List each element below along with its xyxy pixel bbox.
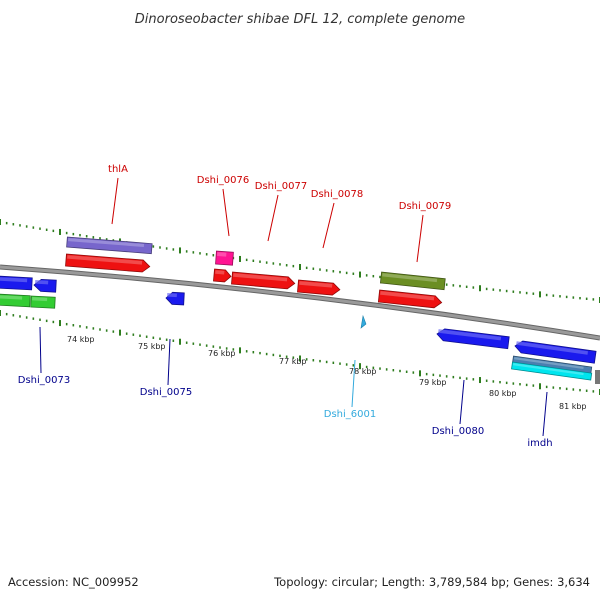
backbone-line: [0, 265, 600, 340]
leader-dshi-0079: [416, 214, 424, 263]
dshi-0080-reverse-arrow-highlight: [438, 329, 502, 341]
dshi-0076-cds-arrow-highlight: [215, 270, 225, 275]
leader-imdh: [542, 391, 548, 437]
imdh-steel-bar-highlight: [514, 357, 584, 369]
leader-dshi-0078: [322, 202, 335, 249]
dshi-0079-cds-arrow-highlight: [380, 291, 435, 301]
dshi-0073-gene-bar: [30, 295, 56, 309]
accession-text: Accession: NC_009952: [8, 575, 139, 589]
label-dshi-0078: Dshi_0078: [311, 189, 363, 200]
leader-dshi-0073: [39, 326, 42, 374]
backbone-segment: [595, 370, 600, 384]
label-thla: thlA: [108, 164, 128, 175]
left-edge-reverse-arrow: [0, 275, 33, 291]
label-leaders: [39, 177, 548, 437]
thlA-operon-bar-highlight: [68, 238, 145, 248]
leader-dshi-0080: [459, 379, 465, 425]
imdh-cyan-bar: [511, 361, 593, 381]
genome-backbone: [0, 264, 600, 384]
dshi-0079-cds-arrow: [377, 289, 443, 309]
label-dshi-0076: Dshi_0076: [197, 175, 249, 186]
dshi-0073-gene-bar-highlight: [32, 297, 48, 302]
feature-labels: thlA Dshi_0076 Dshi_0077 Dshi_0078 Dshi_0079…: [18, 164, 553, 449]
dshi-0076-rna-box: [215, 250, 234, 266]
thlA-cds-arrow: [65, 253, 151, 273]
scale-labels: 74 kbp 75 kbp 76 kbp 77 kbp 78 kbp 79 kbp 80 k…: [67, 335, 587, 411]
scale-label-0: 74 kbp: [67, 335, 95, 344]
dshi-0073-reverse-arrow-highlight: [35, 280, 49, 285]
leader-thla: [111, 177, 119, 225]
imdh-cyan-bar-highlight: [513, 363, 584, 376]
dshi-0077-cds-arrow: [231, 271, 296, 290]
map-title: Dinoroseobacter shibae DFL 12, complete …: [135, 12, 465, 27]
dshi-0078-cds-arrow-highlight: [299, 281, 333, 288]
left-edge-gene-bar-highlight: [0, 295, 23, 300]
imdh-reverse-arrow: [514, 340, 597, 364]
leader-dshi-0075: [167, 338, 171, 386]
imdh-reverse-arrow-highlight: [516, 341, 588, 355]
left-edge-reverse-arrow-highlight: [0, 277, 28, 283]
label-imdh: imdh: [527, 438, 552, 449]
genome-summary-text: Topology: circular; Length: 3,789,584 bp…: [273, 575, 590, 589]
scale-label-5: 79 kbp: [419, 378, 447, 387]
dshi-0075-reverse-arrow-highlight: [167, 293, 177, 298]
scale-label-1: 75 kbp: [138, 342, 166, 351]
dshi-0079-misc-bar: [379, 271, 446, 291]
label-dshi-0079: Dshi_0079: [399, 201, 451, 212]
scale-label-2: 76 kbp: [208, 349, 236, 358]
leader-dshi-0076: [222, 188, 230, 237]
leader-dshi-6001: [351, 359, 356, 408]
dshi-0079-misc-bar-highlight: [382, 273, 438, 283]
features-layer: [0, 236, 597, 381]
label-dshi-0075: Dshi_0075: [140, 387, 192, 398]
dshi-0075-reverse-arrow: [165, 291, 185, 306]
thlA-cds-arrow-highlight: [67, 255, 143, 265]
dshi-0073-reverse-arrow: [33, 278, 57, 293]
label-dshi-0073: Dshi_0073: [18, 375, 70, 386]
dshi-6001-rna-marker: [360, 314, 367, 329]
scale-label-7: 81 kbp: [559, 402, 587, 411]
label-dshi-6001: Dshi_6001: [324, 409, 376, 420]
label-dshi-0080: Dshi_0080: [432, 426, 484, 437]
dshi-0080-reverse-arrow: [436, 328, 510, 350]
scale-label-6: 80 kbp: [489, 389, 517, 398]
dshi-0077-cds-arrow-highlight: [233, 273, 288, 282]
scale-label-4: 78 kbp: [349, 367, 377, 376]
dshi-0078-cds-arrow: [297, 279, 341, 296]
left-edge-gene-bar: [0, 293, 31, 308]
dshi-0076-cds-arrow: [213, 268, 232, 283]
tick-marks: [0, 219, 600, 395]
leader-dshi-0077: [267, 194, 279, 242]
scale-label-3: 77 kbp: [279, 357, 307, 366]
thlA-operon-bar: [66, 236, 153, 255]
label-dshi-0077: Dshi_0077: [255, 181, 307, 192]
backbone-shadow: [0, 264, 600, 341]
dshi-0076-rna-box-highlight: [217, 252, 227, 257]
